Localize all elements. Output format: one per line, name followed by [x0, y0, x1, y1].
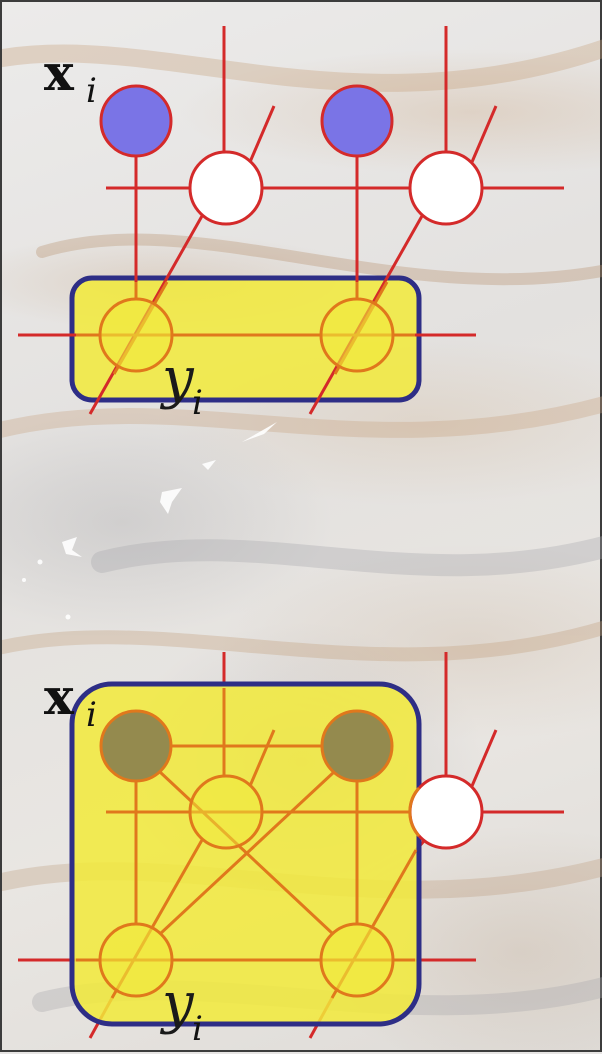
background-sparkles — [22, 422, 277, 620]
x-subscript: i — [86, 71, 97, 111]
x-subscript: i — [86, 695, 97, 735]
y-subscript: i — [192, 383, 203, 423]
panel-bottom: x i y i — [18, 652, 564, 1049]
y-node-1 — [98, 297, 174, 373]
y-node-2 — [319, 297, 395, 373]
latent-node-2 — [408, 150, 484, 226]
observed-node-x1 — [99, 84, 173, 158]
y-node-1 — [98, 922, 174, 998]
y-label: y — [159, 346, 195, 411]
x-label: x — [44, 667, 75, 726]
observed-node-x2 — [320, 709, 394, 783]
y-label: y — [159, 971, 195, 1036]
latent-node-2-inside-part — [408, 787, 421, 837]
observed-node-x2 — [320, 84, 394, 158]
x-label: x — [44, 43, 75, 102]
latent-node-1 — [188, 774, 264, 850]
latent-node-1 — [188, 150, 264, 226]
y-node-2 — [319, 922, 395, 998]
panel-top: x i y i — [18, 26, 564, 423]
latent-node-2 — [408, 774, 484, 850]
observed-node-x1 — [99, 709, 173, 783]
y-subscript: i — [192, 1009, 203, 1049]
